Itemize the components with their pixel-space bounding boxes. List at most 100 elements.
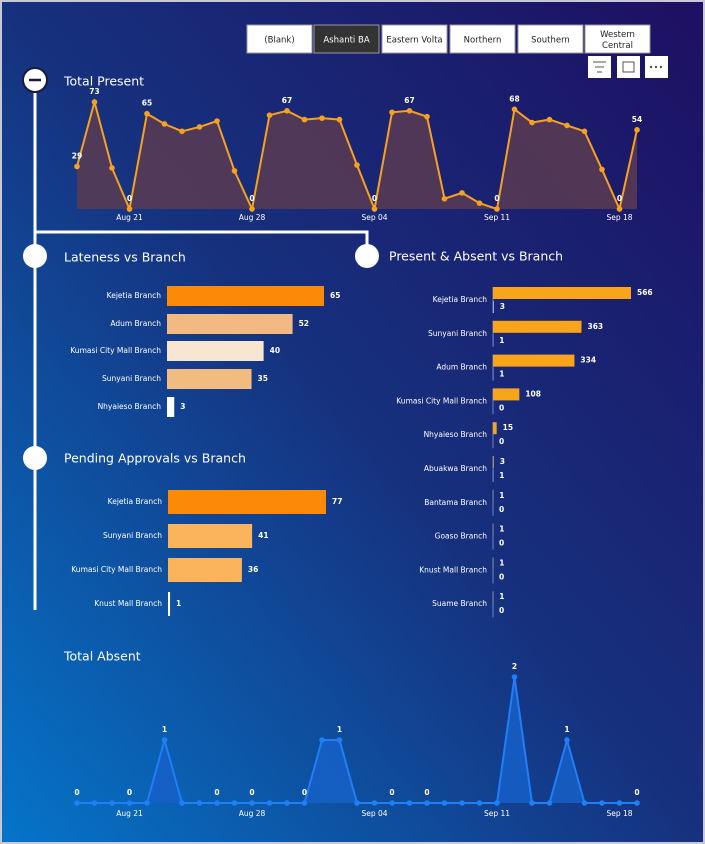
area-fill bbox=[77, 102, 637, 209]
focus-icon[interactable] bbox=[617, 56, 640, 78]
slicer-button[interactable] bbox=[449, 24, 516, 54]
data-label: 0 bbox=[499, 606, 504, 615]
slicer-label[interactable]: Western Central bbox=[600, 30, 635, 51]
data-label: 1 bbox=[499, 592, 504, 601]
point bbox=[126, 800, 133, 806]
point bbox=[389, 109, 395, 116]
slicer-label[interactable]: Eastern Volta bbox=[386, 36, 442, 46]
bar bbox=[168, 558, 242, 582]
point bbox=[581, 128, 588, 135]
point bbox=[581, 800, 588, 806]
category-label: Bantama Branch bbox=[424, 498, 487, 507]
data-label: 65 bbox=[330, 291, 340, 300]
data-label: 15 bbox=[503, 423, 513, 432]
point bbox=[266, 112, 273, 118]
point bbox=[599, 166, 605, 173]
x-tick-label: Aug 21 bbox=[116, 213, 143, 222]
timeline bbox=[22, 67, 379, 610]
x-tick-label: Sep 04 bbox=[361, 213, 387, 222]
data-label: 566 bbox=[637, 288, 653, 297]
bar bbox=[168, 524, 253, 548]
x-tick-label: Sep 18 bbox=[606, 809, 632, 818]
point bbox=[616, 206, 623, 212]
slicer-label[interactable]: Northern bbox=[464, 36, 502, 46]
slicer-button[interactable] bbox=[584, 24, 651, 54]
point bbox=[494, 206, 500, 212]
slicer-label[interactable]: (Blank) bbox=[264, 36, 294, 46]
bar bbox=[493, 388, 520, 401]
category-label: Kumasi City Mall Branch bbox=[71, 565, 162, 574]
data-label: 2 bbox=[512, 662, 517, 671]
data-label: 0 bbox=[499, 572, 504, 581]
slicer-button[interactable] bbox=[313, 24, 380, 54]
chart-title: Pending Approvals vs Branch bbox=[64, 451, 246, 466]
category-label: Adum Branch bbox=[436, 363, 487, 372]
data-label: 0 bbox=[74, 788, 79, 797]
point bbox=[406, 800, 413, 806]
point bbox=[616, 800, 623, 806]
data-label: 0 bbox=[127, 194, 132, 203]
category-label: Abuakwa Branch bbox=[424, 464, 487, 473]
point bbox=[161, 737, 168, 743]
point bbox=[144, 800, 150, 806]
data-label: 3 bbox=[500, 302, 505, 311]
data-label: 1 bbox=[499, 336, 504, 345]
category-label: Sunyani Branch bbox=[103, 531, 162, 540]
point bbox=[564, 737, 570, 743]
data-label: 0 bbox=[249, 788, 254, 797]
bar bbox=[493, 301, 494, 313]
point bbox=[599, 800, 605, 806]
slicer-label[interactable]: Southern bbox=[531, 36, 570, 46]
data-label: 0 bbox=[424, 788, 429, 797]
category-label: Kejetia Branch bbox=[108, 497, 163, 506]
bar bbox=[167, 369, 252, 389]
data-label: 35 bbox=[258, 374, 268, 383]
point bbox=[441, 195, 448, 202]
point bbox=[214, 118, 220, 124]
x-tick-label: Sep 11 bbox=[484, 213, 510, 222]
point bbox=[354, 162, 360, 168]
slicer-button[interactable] bbox=[381, 24, 448, 54]
slicer-label[interactable]: Ashanti BA bbox=[323, 36, 369, 46]
data-label: 0 bbox=[127, 788, 132, 797]
point bbox=[91, 800, 98, 806]
bar bbox=[493, 354, 575, 367]
bar bbox=[168, 592, 171, 616]
point bbox=[161, 121, 168, 127]
point bbox=[91, 99, 98, 105]
point bbox=[634, 127, 640, 133]
point bbox=[634, 800, 640, 806]
point bbox=[424, 800, 430, 806]
data-label: 0 bbox=[634, 788, 639, 797]
point bbox=[249, 206, 255, 212]
data-label: 1 bbox=[499, 525, 504, 534]
data-label: 65 bbox=[142, 99, 152, 108]
category-label: Kejetia Branch bbox=[107, 291, 162, 300]
x-tick-label: Aug 28 bbox=[239, 213, 266, 222]
bar bbox=[493, 456, 494, 468]
x-tick-label: Aug 21 bbox=[116, 809, 143, 818]
point bbox=[564, 122, 570, 129]
point bbox=[441, 800, 448, 806]
x-tick-label: Sep 11 bbox=[484, 809, 510, 818]
point bbox=[196, 124, 203, 130]
slicer-button[interactable] bbox=[517, 24, 584, 54]
data-label: 1 bbox=[499, 471, 504, 480]
point bbox=[476, 200, 483, 206]
data-label: 1 bbox=[499, 558, 504, 567]
point bbox=[546, 800, 553, 806]
point bbox=[336, 116, 343, 123]
category-label: Knust Mall Branch bbox=[94, 599, 162, 608]
point bbox=[109, 165, 115, 171]
bar bbox=[167, 286, 324, 306]
point bbox=[389, 800, 395, 806]
point bbox=[74, 800, 80, 806]
bar bbox=[493, 320, 582, 333]
point bbox=[144, 110, 150, 117]
chart-title: Lateness vs Branch bbox=[64, 250, 186, 265]
point bbox=[494, 800, 500, 806]
point bbox=[196, 800, 203, 806]
data-label: 0 bbox=[389, 788, 394, 797]
slicer-button[interactable] bbox=[246, 24, 313, 54]
